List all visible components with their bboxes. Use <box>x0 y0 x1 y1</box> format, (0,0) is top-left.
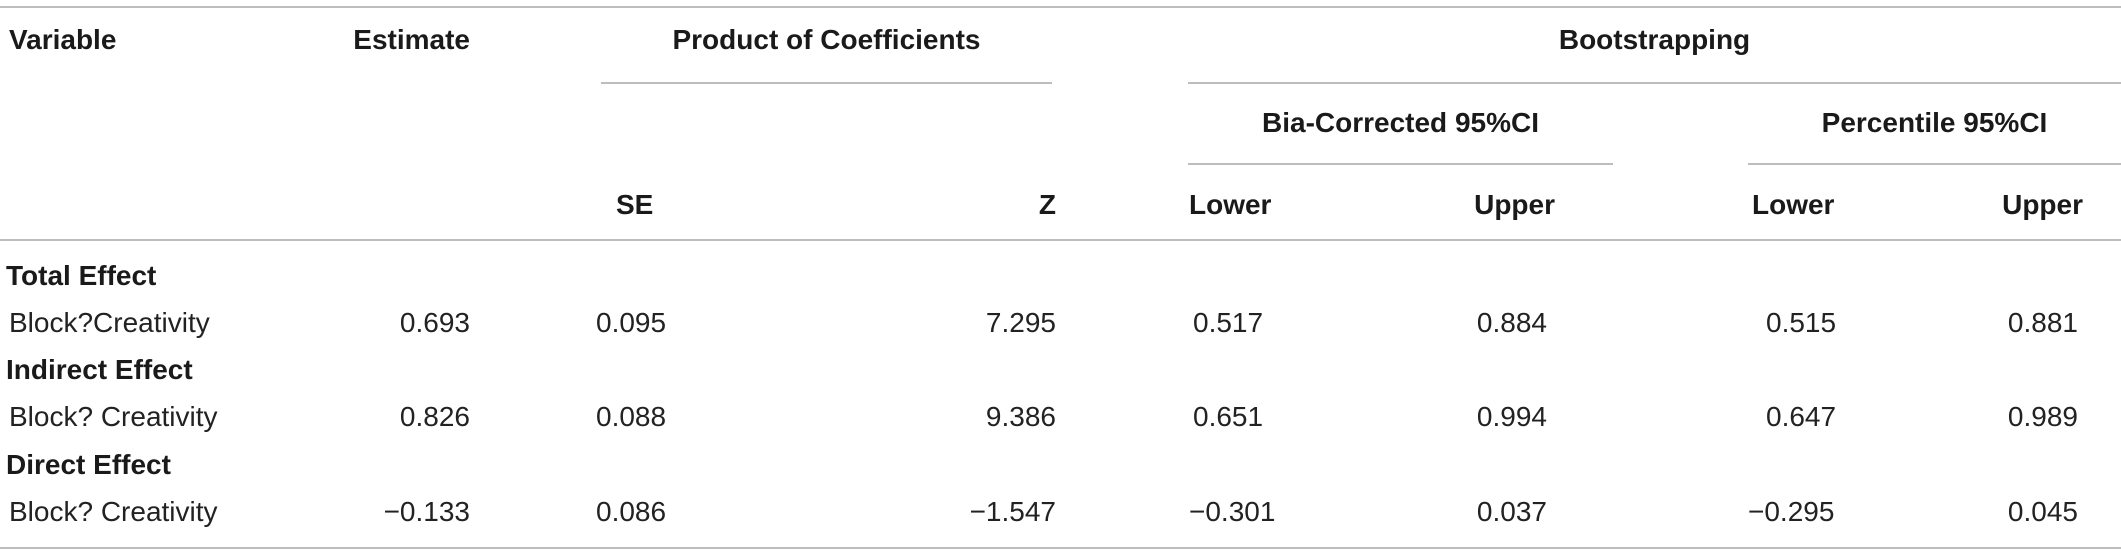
header-product-of-coefficients: Product of Coefficients <box>672 24 981 55</box>
header-pc-lower: Lower <box>1752 189 1835 220</box>
header-variable: Variable <box>9 24 117 55</box>
top-rule <box>0 6 2121 8</box>
row-estimate: 0.693 <box>399 307 470 338</box>
section-title-total-effect: Total Effect <box>6 260 157 291</box>
header-bias-corrected: Bia-Corrected 95%CI <box>1262 107 1539 138</box>
percentile-rule <box>1748 163 2121 165</box>
header-pc-upper: Upper <box>2002 189 2083 220</box>
row-se: 0.088 <box>596 401 667 432</box>
bootstrapping-rule <box>1188 82 2121 84</box>
header-bottom-rule <box>0 239 2121 241</box>
header-bc-lower: Lower <box>1189 189 1272 220</box>
bottom-rule <box>0 547 2121 549</box>
row-bc-lower: 0.517 <box>1193 307 1264 338</box>
row-variable: Block? Creativity <box>9 496 218 527</box>
row-bc-upper: 0.884 <box>1476 307 1547 338</box>
row-bc-lower: 0.651 <box>1193 401 1264 432</box>
row-bc-upper: 0.037 <box>1476 496 1547 527</box>
section-title-direct-effect: Direct Effect <box>6 449 171 480</box>
section-title-indirect-effect: Indirect Effect <box>6 354 193 385</box>
row-bc-upper: 0.994 <box>1476 401 1547 432</box>
header-z: Z <box>1038 189 1056 220</box>
row-pc-upper: 0.881 <box>2007 307 2078 338</box>
row-se: 0.095 <box>596 307 667 338</box>
header-bc-upper: Upper <box>1474 189 1555 220</box>
row-pc-lower: −0.295 <box>1748 496 1835 527</box>
row-z: 9.386 <box>985 401 1056 432</box>
header-bootstrapping: Bootstrapping <box>1558 24 1751 55</box>
row-se: 0.086 <box>596 496 667 527</box>
header-estimate: Estimate <box>353 24 470 55</box>
row-estimate: −0.133 <box>383 496 470 527</box>
row-bc-lower: −0.301 <box>1189 496 1276 527</box>
product-coefficients-rule <box>601 82 1052 84</box>
bias-corrected-rule <box>1188 163 1613 165</box>
header-percentile: Percentile 95%CI <box>1821 107 2048 138</box>
header-se: SE <box>616 189 654 220</box>
row-pc-upper: 0.989 <box>2007 401 2078 432</box>
row-pc-lower: 0.515 <box>1766 307 1837 338</box>
row-z: 7.295 <box>985 307 1056 338</box>
row-pc-upper: 0.045 <box>2007 496 2078 527</box>
row-variable: Block?Creativity <box>9 307 210 338</box>
row-z: −1.547 <box>969 496 1056 527</box>
row-variable: Block? Creativity <box>9 401 218 432</box>
row-estimate: 0.826 <box>399 401 470 432</box>
row-pc-lower: 0.647 <box>1766 401 1837 432</box>
